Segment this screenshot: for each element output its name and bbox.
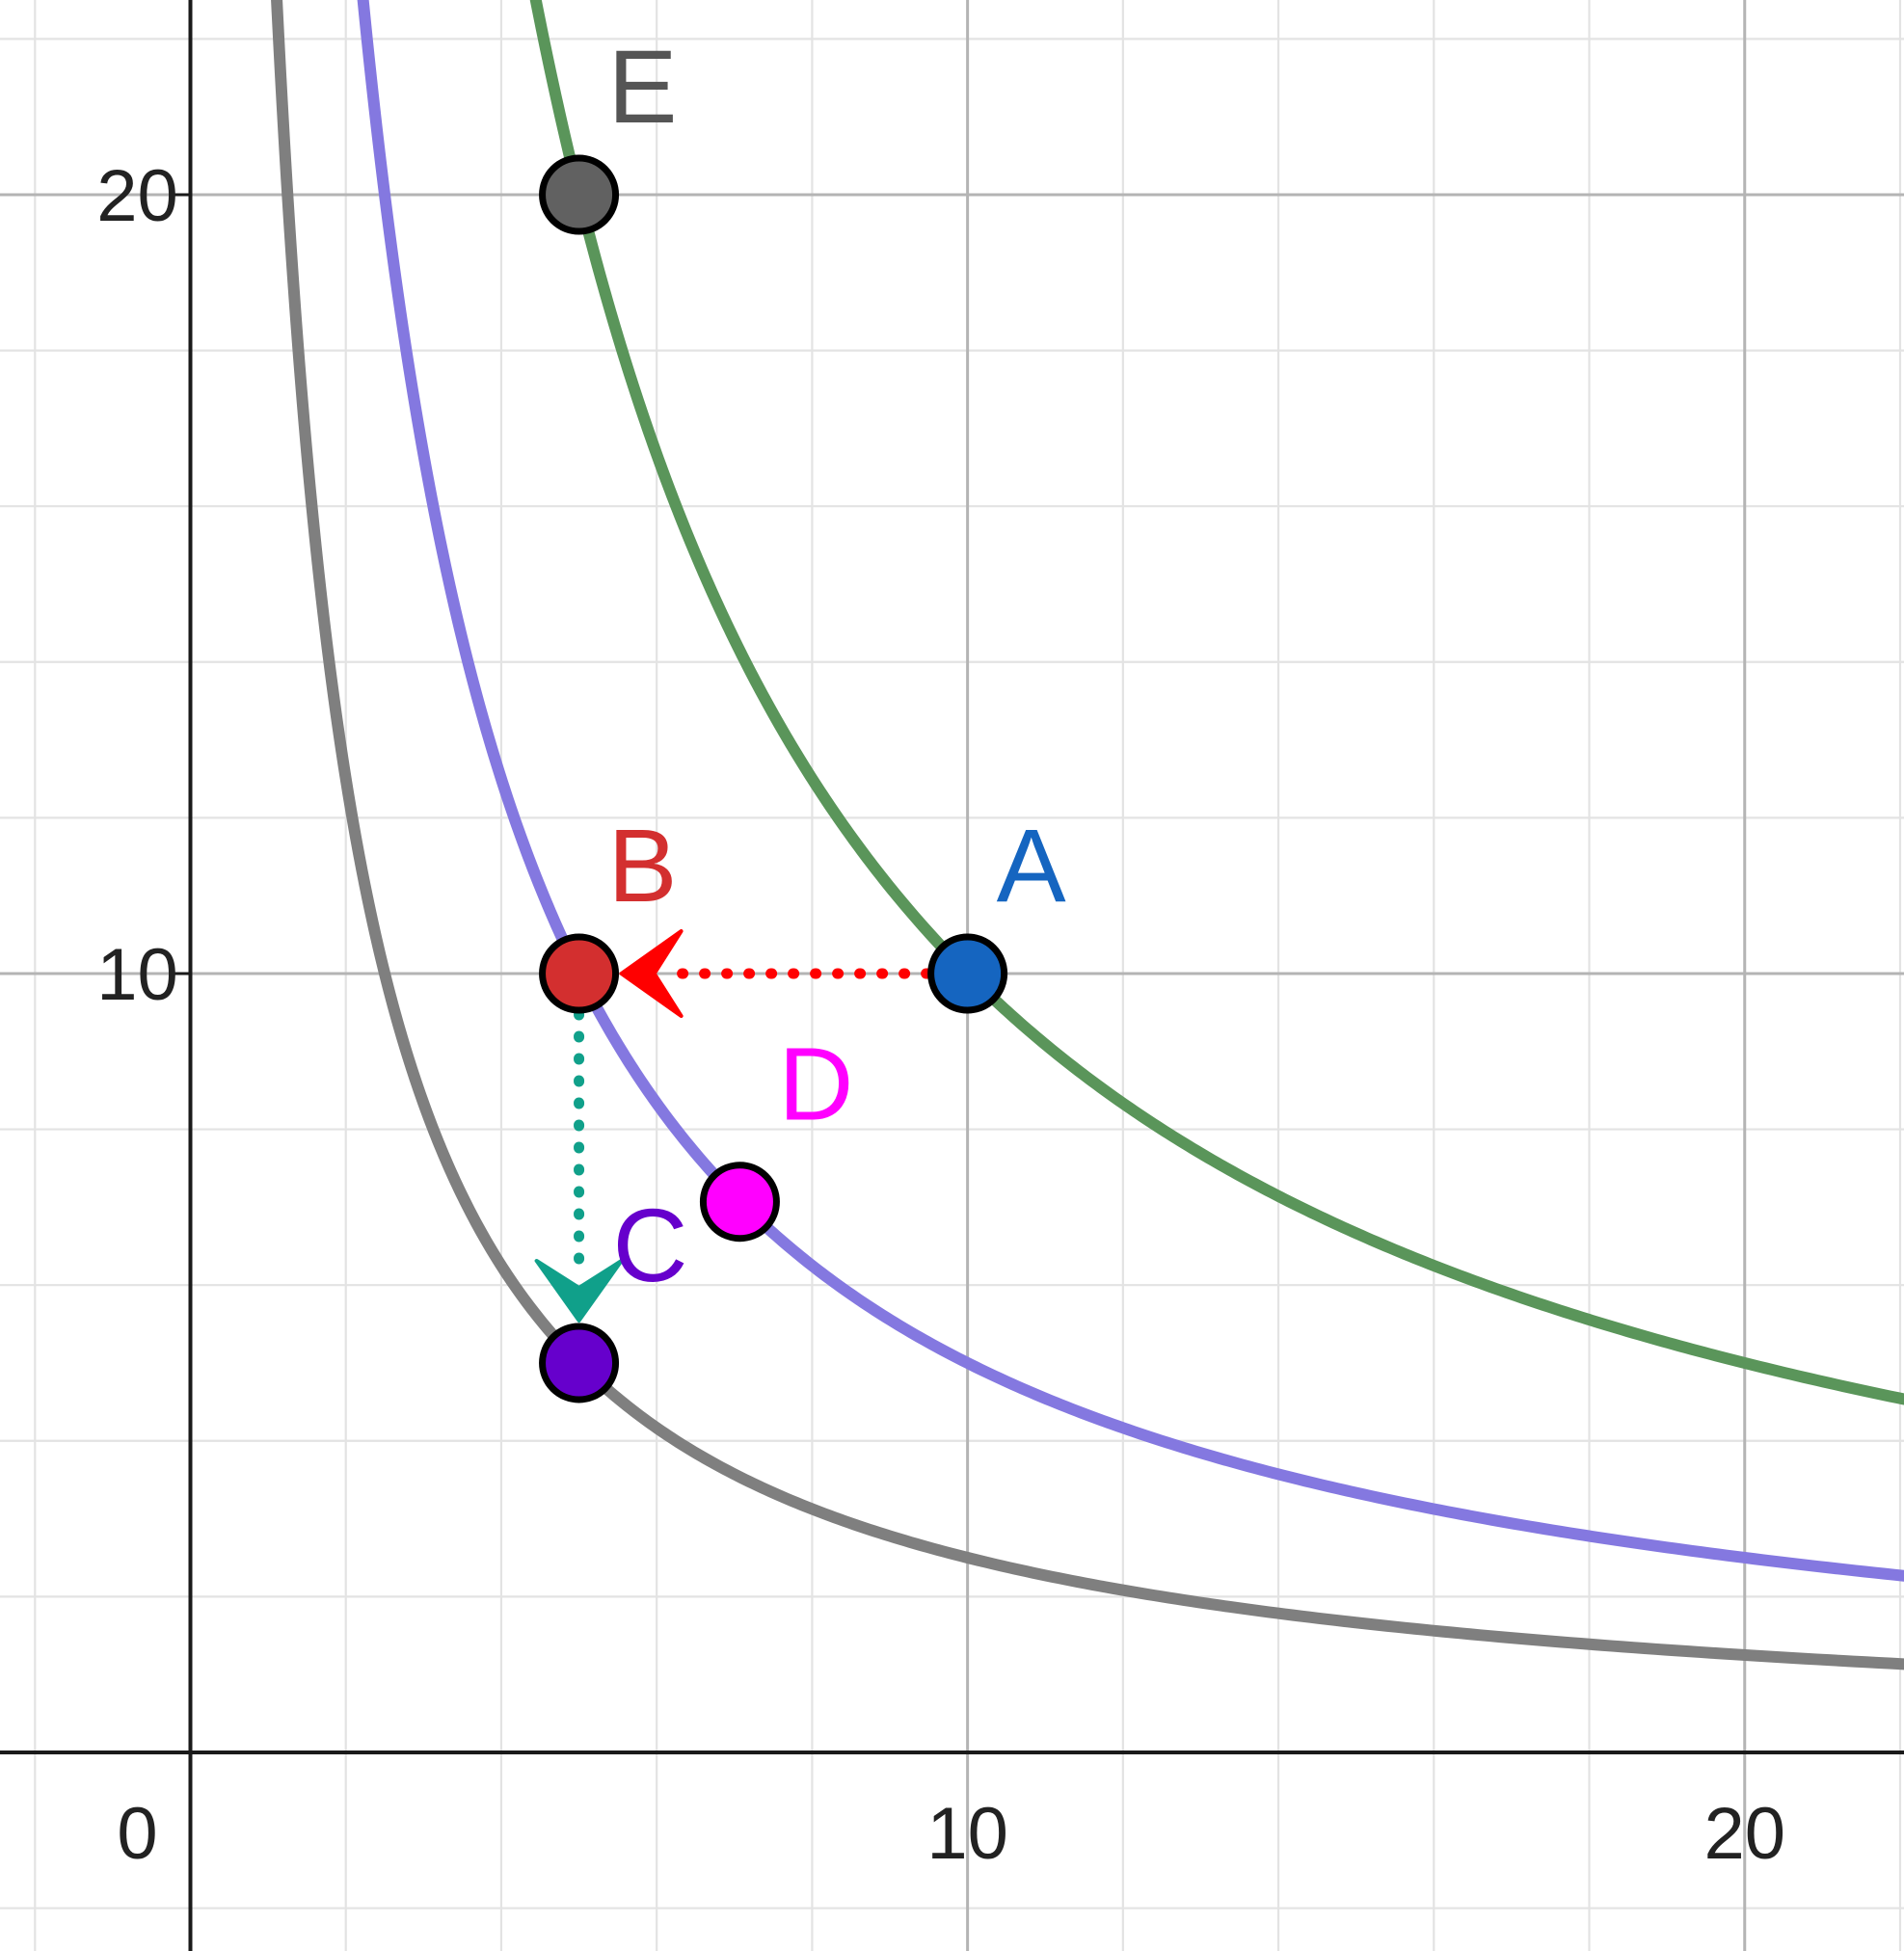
point-label-d: D: [778, 1026, 853, 1142]
point-b: [539, 933, 620, 1014]
point-c: [539, 1323, 620, 1403]
point-d: [699, 1162, 780, 1243]
arrows: [534, 929, 933, 1323]
x-tick-label: 20: [1703, 1793, 1785, 1875]
point-label-a: A: [997, 807, 1066, 923]
x-tick-label: 0: [117, 1793, 157, 1875]
labels: 0 10 20 10 20 A B CD E: [96, 28, 1785, 1875]
point-e: [539, 154, 620, 235]
point-label-e: E: [608, 28, 678, 145]
arrowhead-A-to-B: [619, 929, 684, 1018]
x-tick-label: 10: [926, 1793, 1008, 1875]
points: [539, 154, 1008, 1403]
point-a: [927, 933, 1008, 1014]
point-label-c: C: [613, 1187, 688, 1303]
y-tick-label: 10: [96, 934, 178, 1016]
curves: [271, 0, 1904, 1670]
arrowhead-B-to-C: [534, 1259, 624, 1323]
y-tick-label: 20: [96, 155, 178, 237]
point-label-b: B: [608, 807, 678, 923]
